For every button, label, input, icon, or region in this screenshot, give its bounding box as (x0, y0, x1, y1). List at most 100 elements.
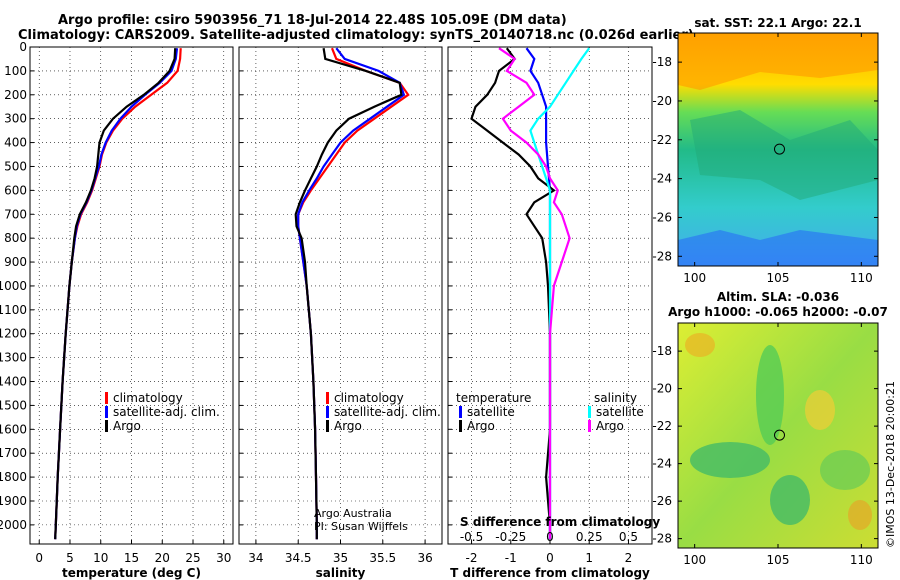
y-tick-label: 900 (4, 255, 27, 269)
y-tick-label: 500 (4, 159, 27, 173)
x-tick-label: 0 (546, 551, 554, 565)
legend-swatch-argo-salinity (588, 420, 591, 432)
x-tick-label: 20 (155, 551, 170, 565)
argo-position-marker (774, 429, 785, 441)
x-tick-label: 34.5 (285, 551, 312, 565)
copyright-timestamp: ©IMOS 13-Dec-2018 20:00:21 (884, 381, 897, 548)
legend-label-argo: Argo (113, 419, 141, 433)
y-tick-label: 1600 (0, 422, 27, 436)
map-y-tick-label: -26 (652, 210, 672, 224)
y-tick-label: 2000 (0, 518, 27, 532)
credit-line1: Argo Australia (314, 507, 392, 520)
map-x-tick-label: 105 (767, 271, 790, 285)
legend-swatch-argo-temperature (459, 420, 462, 432)
series-line-argo-salinity- (498, 47, 571, 540)
legend-swatch-satellite-adj (326, 406, 329, 418)
x-tick-label: 5 (66, 551, 74, 565)
legend-label-climatology: climatology (334, 391, 404, 405)
sla-map (678, 323, 878, 548)
legend-swatch-sat-salinity (588, 406, 591, 418)
temperature-panel: 0 5 10 15 20 25 30 temperature (deg C) 0 100 200 30… (0, 40, 234, 580)
y-tick-label: 0 (19, 40, 27, 54)
legend-label-argo: Argo (334, 419, 362, 433)
legend-label-sat-temperature: satellite (467, 405, 515, 419)
y-tick-label: 100 (4, 64, 27, 78)
sla-blob (690, 442, 770, 478)
legend-swatch-sat-temperature (459, 406, 462, 418)
x-tick-label: -1 (505, 551, 517, 565)
legend-label-argo-temperature: Argo (467, 419, 495, 433)
sla-blob (770, 475, 810, 525)
sst-cool-patch (678, 230, 878, 266)
s-difference-tick-label: 0.5 (619, 530, 638, 544)
y-tick-label: 1800 (0, 470, 27, 484)
s-difference-tick-label: -0.5 (460, 530, 483, 544)
map-y-tick-label: -28 (652, 249, 672, 263)
s-difference-tick-label: -0.25 (495, 530, 526, 544)
sst-green-patch (690, 110, 878, 200)
x-axis-label: temperature (deg C) (62, 566, 201, 580)
legend-label-argo-salinity: Argo (596, 419, 624, 433)
s-difference-tick-label: 0.25 (576, 530, 603, 544)
x-tick-label: 36 (417, 551, 432, 565)
y-tick-label: 1900 (0, 494, 27, 508)
y-tick-label: 300 (4, 112, 27, 126)
map-y-tick-label: -18 (652, 344, 672, 358)
series-line-satellite-salinity- (529, 47, 591, 540)
difference-legend: temperature satellite Argo salinity sate… (456, 391, 644, 433)
map-y-tick-label: -18 (652, 55, 672, 69)
x-tick-label: 25 (185, 551, 200, 565)
legend-label-satellite-adj: satellite-adj. clim. (334, 405, 441, 419)
x-tick-label: 10 (93, 551, 108, 565)
map-x-tick-label: 100 (683, 271, 706, 285)
legend-swatch-satellite-adj (105, 406, 108, 418)
map-x-tick-label: 110 (850, 271, 873, 285)
y-tick-label: 400 (4, 136, 27, 150)
x-tick-label: 35 (333, 551, 348, 565)
x-tick-label: 0 (35, 551, 43, 565)
map-y-tick-label: -28 (652, 532, 672, 546)
x-tick-label: 2 (625, 551, 633, 565)
y-tick-label: 1400 (0, 375, 27, 389)
legend-swatch-argo (105, 420, 108, 432)
sst-map (678, 33, 878, 266)
map-y-tick-label: -20 (652, 94, 672, 108)
y-tick-label: 1000 (0, 279, 27, 293)
y-tick-label: 1300 (0, 351, 27, 365)
argo-position-marker (774, 143, 785, 155)
sst-map-title: sat. SST: 22.1 Argo: 22.1 (694, 16, 861, 30)
map-y-tick-label: -24 (652, 457, 672, 471)
y-tick-label: 700 (4, 207, 27, 221)
legend-label-climatology: climatology (113, 391, 183, 405)
sla-map-title-line2: Argo h1000: -0.065 h2000: -0.07 (668, 305, 888, 319)
temperature-legend: climatology satellite-adj. clim. Argo (105, 391, 220, 433)
sla-blob (848, 500, 872, 530)
sla-map-axes: 100 105 110 -18 -20 -22 -24 -26 -28 (652, 322, 879, 567)
s-difference-axis-title: S difference from climatology (460, 515, 660, 529)
salinity-legend: climatology satellite-adj. clim. Argo (326, 391, 441, 433)
s-difference-tick-label: 0 (546, 530, 554, 544)
sla-map-title-line1: Altim. SLA: -0.036 (717, 290, 839, 304)
map-x-tick-label: 105 (767, 553, 790, 567)
x-tick-label: -2 (466, 551, 478, 565)
map-y-tick-label: -24 (652, 172, 672, 186)
legend-label-satellite-adj: satellite-adj. clim. (113, 405, 220, 419)
map-y-tick-label: -26 (652, 494, 672, 508)
map-y-tick-label: -20 (652, 382, 672, 396)
sst-map-axes: 100 105 110 -18 -20 -22 -24 -26 -28 (652, 32, 879, 285)
x-axis-label: T difference from climatology (450, 566, 650, 580)
legend-group-temperature: temperature (456, 391, 531, 405)
map-y-tick-label: -22 (652, 419, 672, 433)
sla-blob (820, 450, 870, 490)
x-tick-label: 15 (124, 551, 139, 565)
y-tick-label: 1200 (0, 327, 27, 341)
y-tick-label: 800 (4, 231, 27, 245)
x-tick-label: 30 (216, 551, 231, 565)
y-tick-label: 1100 (0, 303, 27, 317)
x-axis-label: salinity (316, 566, 366, 580)
x-tick-label: 35.5 (369, 551, 396, 565)
legend-swatch-climatology (105, 392, 108, 404)
series-line-satellite-adj-clim- (54, 48, 179, 540)
y-tick-label: 200 (4, 88, 27, 102)
